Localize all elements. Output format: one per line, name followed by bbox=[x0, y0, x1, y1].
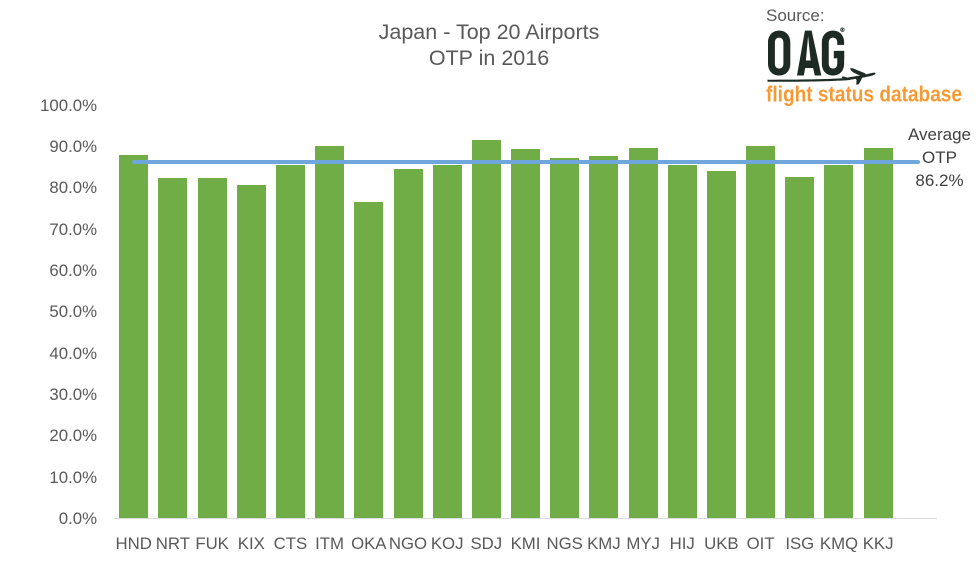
svg-text:flight status database: flight status database bbox=[766, 82, 962, 107]
